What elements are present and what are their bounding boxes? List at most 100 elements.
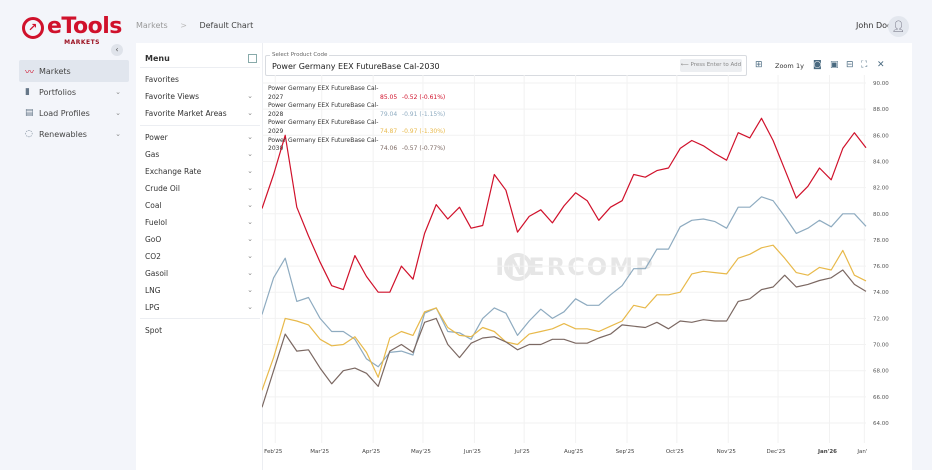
x-tick-label: Nov'25 [717,449,737,455]
y-tick-label: 88.00 [873,107,889,113]
breadcrumb-markets[interactable]: Markets [136,21,168,30]
collapse-sidebar-button[interactable]: ‹ [111,44,123,56]
menu-item-exchange-rate[interactable]: Exchange Rate ⌄ [145,167,253,176]
x-tick-label: Feb'25 [264,449,283,455]
x-tick-label: Jan'26 [817,449,837,455]
logo-subtitle: MARKETS [64,39,100,46]
menu-item-label: CO2 [145,252,161,261]
product-code-input[interactable] [265,55,747,76]
chevron-down-icon: ⌄ [247,109,253,117]
y-tick-label: 90.00 [873,81,889,87]
menu-item-label: Favorite Market Areas [145,109,227,118]
fullscreen-icon[interactable]: ⛶ [861,60,868,70]
x-tick-label: Mar'25 [310,449,329,455]
menu-item-lpg[interactable]: LPG ⌄ [145,303,253,312]
y-tick-label: 68.00 [873,369,889,375]
menu-item-co2[interactable]: CO2 ⌄ [145,252,253,261]
y-tick-label: 70.00 [873,343,889,349]
legend-entry[interactable]: Power Germany EEX FutureBase Cal-2028 79.… [268,102,445,119]
y-tick-label: 66.00 [873,395,889,401]
sidebar-item-label: Portfolios [39,87,77,97]
sidebar-item-label: Renewables [39,129,87,139]
logo-arrow-icon: ↗ [22,17,44,39]
y-tick-label: 72.00 [873,316,889,322]
chevron-down-icon: ⌄ [247,184,253,192]
menu-item-fuelol[interactable]: Fuelol ⌄ [145,218,253,227]
legend-entry[interactable]: Power Germany EEX FutureBase Cal-2029 74.… [268,119,445,136]
product-code-label: Select Product Code [270,52,330,58]
product-code-value[interactable]: Power Germany EEX FutureBase Cal-2030 [272,62,440,71]
chevron-down-icon: ⌄ [247,92,253,100]
chevron-down-icon: ⌄ [247,252,253,260]
menu-item-label: GoO [145,235,162,244]
breadcrumb: Markets > Default Chart [136,21,263,30]
menu-item-label: Gas [145,150,160,159]
sidebar-item-renewables[interactable]: ◌ Renewables ⌄ [19,123,129,145]
menu-title: Menu [145,54,170,63]
price-chart[interactable]: INERCOMP 64.00 66.00 68.00 70.00 72.00 74.00 76… [262,75,932,465]
legend-entry[interactable]: Power Germany EEX FutureBase Cal-2030 74.… [268,137,445,154]
line-chart-icon: 〰 [25,67,35,78]
range-1y-button[interactable]: 1y [796,62,804,70]
series-line-cal-2029 [262,244,867,391]
menu-item-crude-oil[interactable]: Crude Oil ⌄ [145,184,253,193]
bar-chart-icon: ▮ [25,87,30,97]
user-name[interactable]: John Doe [856,21,892,30]
watermark-logo-icon [504,253,532,281]
chevron-down-icon: ⌄ [247,150,253,158]
menu-item-goo[interactable]: GoO ⌄ [145,235,253,244]
etools-logo[interactable]: ↗ eTools MARKETS [22,15,122,46]
legend-last-value: 85.05 [380,93,398,101]
watermark: INERCOMP [495,253,654,281]
menu-item-label: Exchange Rate [145,167,202,176]
press-enter-button[interactable]: ⟵ Press Enter to Add [680,59,742,72]
x-tick-label: Jul'25 [514,449,531,455]
chevron-down-icon: ⌄ [247,167,253,175]
menu-item-label: Favorites [145,75,179,84]
camera-icon[interactable]: ◙ [813,60,822,70]
legend-last-value: 74.87 [380,127,398,135]
sidebar-item-load-profiles[interactable]: ▤ Load Profiles ⌄ [19,102,129,124]
x-tick-label: Jun'25 [463,449,482,455]
x-tick-label: Jan' [856,449,867,455]
legend-change: -0.57 (-0.77%) [401,145,446,153]
menu-item-favorite-views[interactable]: Favorite Views ⌄ [145,92,253,101]
avatar[interactable]: 👤︎ [888,16,909,37]
series-line-cal-2030 [262,269,867,408]
legend-series-name: Power Germany EEX FutureBase Cal-2027 [268,85,379,101]
menu-item-label: Power [145,133,168,142]
add-icon[interactable]: ⊞ [755,60,763,70]
menu-item-favorite-market-areas[interactable]: Favorite Market Areas ⌄ [145,109,253,118]
sidebar-item-markets[interactable]: 〰 Markets [19,60,129,82]
layout-icon[interactable]: ⊟ [846,60,854,70]
menu-item-gasoil[interactable]: Gasoil ⌄ [145,269,253,278]
menu-item-label: Favorite Views [145,92,200,101]
menu-item-gas[interactable]: Gas ⌄ [145,150,253,159]
sidebar-item-portfolios[interactable]: ▮ Portfolios ⌄ [19,81,129,103]
legend-entry[interactable]: Power Germany EEX FutureBase Cal-2027 85.… [268,85,445,102]
divider [140,125,260,126]
divider [140,318,260,319]
menu-item-spot[interactable]: Spot [145,326,253,335]
y-tick-label: 84.00 [873,159,889,165]
chevron-down-icon: ⌄ [247,303,253,311]
menu-item-label: LNG [145,286,161,295]
menu-item-lng[interactable]: LNG ⌄ [145,286,253,295]
menu-item-label: LPG [145,303,160,312]
menu-item-label: Gasoil [145,269,169,278]
menu-item-favorites[interactable]: Favorites [145,75,253,84]
chevron-down-icon: ⌄ [247,235,253,243]
panel-collapse-icon[interactable] [248,54,257,63]
legend-series-name: Power Germany EEX FutureBase Cal-2029 [268,119,379,135]
breadcrumb-default-chart: Default Chart [199,21,254,30]
sidebar-item-label: Markets [39,66,71,76]
chevron-down-icon: ⌄ [247,286,253,294]
menu-item-power[interactable]: Power ⌄ [145,133,253,142]
chevron-down-icon: ⌄ [247,201,253,209]
close-icon[interactable]: ✕ [877,60,885,70]
image-export-icon[interactable]: ▣ [830,60,839,70]
y-tick-label: 78.00 [873,238,889,244]
menu-item-coal[interactable]: Coal ⌄ [145,201,253,210]
x-tick-label: Sep'25 [616,449,635,455]
zoom-label: Zoom [775,62,794,70]
